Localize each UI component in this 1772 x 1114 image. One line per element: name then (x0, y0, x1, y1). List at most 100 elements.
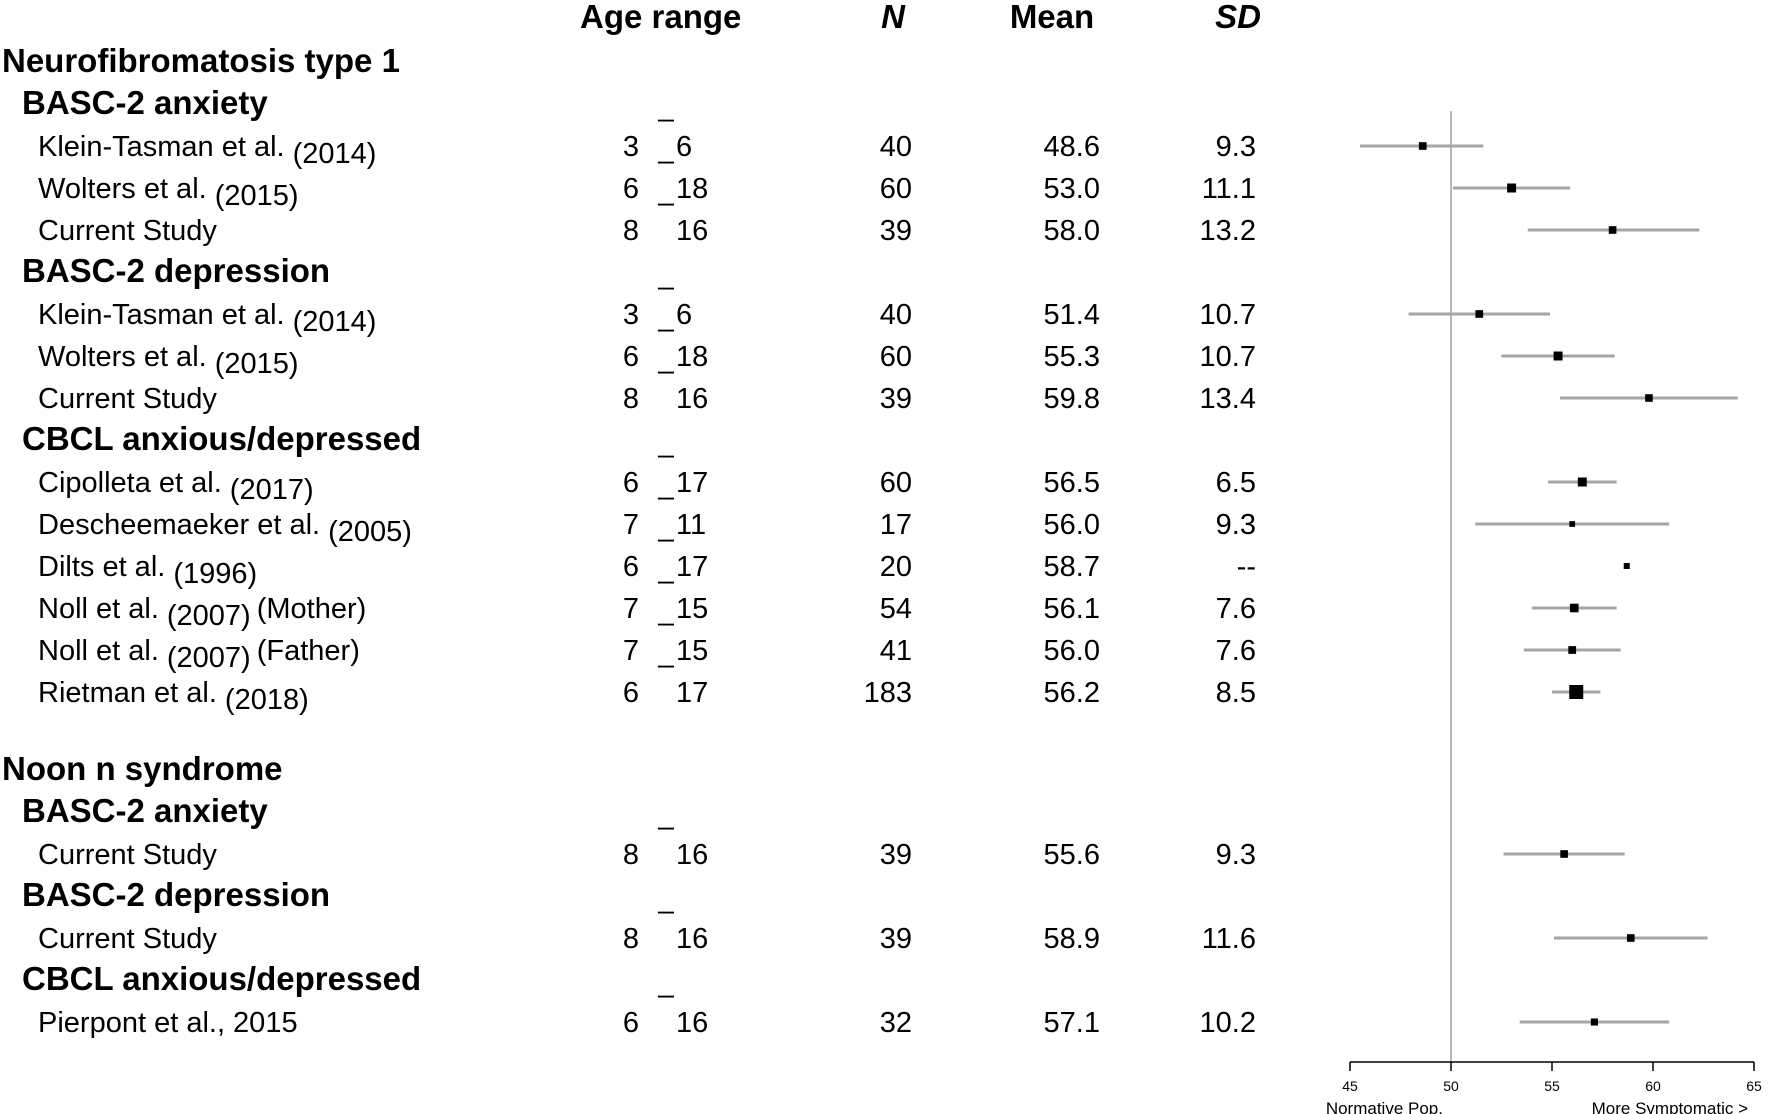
study-year: (2007) (167, 600, 251, 632)
sd-value: 13.2 (1200, 215, 1256, 247)
study-label: Wolters et al. (2015) (38, 341, 299, 380)
measure-heading: CBCL anxious/depressed (22, 960, 421, 997)
age-max: 17 (676, 677, 708, 709)
sd-value: 11.1 (1202, 173, 1256, 205)
column-headers: Age range N Mean SD (580, 0, 1261, 35)
age-min: 6 (623, 341, 639, 373)
x-axis: 45 50 55 60 65 Normative Pop. More Symptomatic… (1326, 1061, 1762, 1114)
study-row: Wolters et al. (2015) 6–18 60 55.3 10.7 (38, 313, 1256, 380)
n-value: 39 (880, 383, 912, 415)
n-value: 41 (880, 635, 912, 667)
x-tick-label: 60 (1645, 1078, 1661, 1094)
age-min: 8 (623, 839, 639, 871)
age-max: 18 (676, 173, 708, 205)
group-heading: Noon n syndrome (2, 750, 283, 787)
sd-value: 10.7 (1200, 299, 1256, 331)
study-rater: (Father) (257, 635, 360, 667)
sd-value: 9.3 (1216, 131, 1256, 163)
study-year: (2014) (293, 306, 377, 338)
study-label: Klein-Tasman et al. (2014) (38, 131, 376, 170)
age-min: 8 (623, 215, 639, 247)
mean-value: 58.0 (1044, 215, 1100, 247)
mean-value: 56.2 (1044, 677, 1100, 709)
n-value: 60 (880, 341, 912, 373)
point-estimate (1560, 850, 1568, 858)
point-estimate (1645, 394, 1653, 402)
header-sd: SD (1215, 0, 1261, 35)
study-row: Current Study 8–16 39 58.9 11.6 (38, 895, 1256, 955)
age-min: 8 (623, 923, 639, 955)
header-n: N (881, 0, 906, 35)
measure-heading: CBCL anxious/depressed (22, 420, 421, 457)
mean-value: 56.5 (1044, 467, 1100, 499)
study-label: Pierpont et al., 2015 (38, 1007, 298, 1039)
age-dash: – (658, 103, 675, 135)
age-min: 6 (623, 551, 639, 583)
study-row: Current Study 8–16 39 55.6 9.3 (38, 811, 1256, 871)
sd-value: 8.5 (1216, 677, 1256, 709)
age-max: 18 (676, 341, 708, 373)
study-label: Noll et al. (2007) (Mother) (38, 593, 366, 632)
x-tick-label: 55 (1544, 1078, 1560, 1094)
mean-value: 56.0 (1044, 635, 1100, 667)
study-year: (2017) (230, 474, 314, 506)
study-year: (1996) (173, 558, 257, 590)
age-max: 6 (676, 299, 692, 331)
age-max: 15 (676, 593, 708, 625)
plot-area (1360, 111, 1738, 1062)
n-value: 17 (880, 509, 912, 541)
axis-note-right: More Symptomatic > (1592, 1099, 1748, 1114)
age-max: 16 (676, 923, 708, 955)
age-min: 8 (623, 383, 639, 415)
age-max: 16 (676, 383, 708, 415)
header-mean: Mean (1010, 0, 1094, 35)
age-max: 17 (676, 551, 708, 583)
age-dash: – (658, 565, 675, 597)
n-value: 20 (880, 551, 912, 583)
measure-heading: BASC-2 depression (22, 252, 330, 289)
study-label: Cipolleta et al. (2017) (38, 467, 314, 506)
age-min: 3 (623, 131, 639, 163)
age-max: 6 (676, 131, 692, 163)
sd-value: 10.7 (1200, 341, 1256, 373)
sd-value: 9.3 (1216, 509, 1256, 541)
age-dash: – (658, 979, 675, 1011)
sd-value: 6.5 (1216, 467, 1256, 499)
study-label: Current Study (38, 383, 217, 415)
age-max: 15 (676, 635, 708, 667)
x-tick-label: 50 (1443, 1078, 1459, 1094)
study-year: (2007) (167, 642, 251, 674)
study-row: Pierpont et al., 2015 6–16 32 57.1 10.2 (38, 979, 1256, 1039)
x-tick-label: 45 (1342, 1078, 1358, 1094)
mean-value: 56.0 (1044, 509, 1100, 541)
n-value: 39 (880, 215, 912, 247)
study-row: Current Study 8–16 39 58.0 13.2 (38, 187, 1256, 247)
n-value: 40 (880, 299, 912, 331)
sd-value: 7.6 (1216, 593, 1256, 625)
study-year: (2015) (215, 348, 299, 380)
age-min: 7 (623, 509, 639, 541)
n-value: 183 (864, 677, 912, 709)
age-dash: – (658, 187, 675, 219)
mean-value: 58.7 (1044, 551, 1100, 583)
axis-note-left: Normative Pop. (1326, 1099, 1443, 1114)
age-dash: – (658, 355, 675, 387)
study-label: Dilts et al. (1996) (38, 551, 257, 590)
header-age-range: Age range (580, 0, 741, 35)
age-min: 3 (623, 299, 639, 331)
sd-value: 13.4 (1200, 383, 1256, 415)
point-estimate (1608, 226, 1617, 234)
study-label: Wolters et al. (2015) (38, 173, 299, 212)
study-row: Noll et al. (2007) (Mother) 7–15 54 56.1 7.6 (38, 565, 1256, 632)
age-dash: – (658, 271, 675, 303)
age-min: 6 (623, 467, 639, 499)
point-estimate (1577, 477, 1587, 487)
measure-heading: BASC-2 anxiety (22, 792, 268, 829)
point-estimate (1569, 521, 1576, 527)
n-value: 39 (880, 923, 912, 955)
point-estimate (1590, 1018, 1598, 1026)
sd-value: 11.6 (1202, 923, 1256, 955)
mean-value: 51.4 (1044, 299, 1100, 331)
group-heading: Neurofibromatosis type 1 (2, 42, 400, 79)
n-value: 39 (880, 839, 912, 871)
